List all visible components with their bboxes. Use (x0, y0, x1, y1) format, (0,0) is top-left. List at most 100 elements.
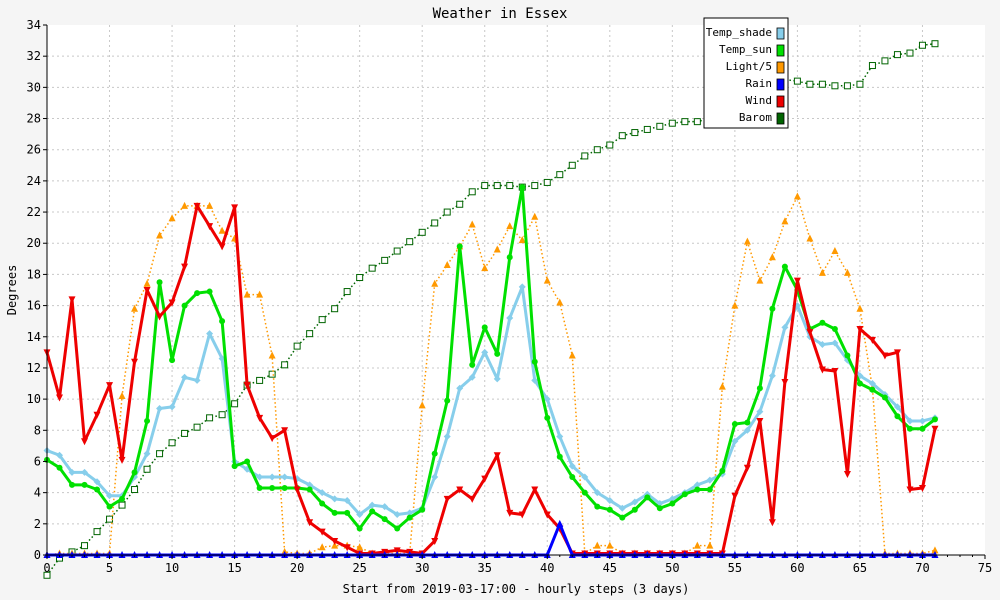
data-point-temp-sun (531, 358, 538, 365)
legend: Temp_shade Temp_sun Light/5 Rain Wind Barom (703, 17, 789, 129)
data-point-light-5 (181, 201, 189, 209)
y-tick-label: 4 (34, 486, 41, 500)
data-point-wind (281, 427, 289, 435)
data-point-temp-shade (443, 433, 451, 441)
data-point-barom (293, 342, 301, 350)
y-tick-label: 26 (27, 143, 41, 157)
x-tick-label: 50 (665, 561, 679, 575)
data-point-light-5 (431, 279, 439, 287)
data-point-barom (793, 77, 801, 85)
data-point-light-5 (843, 268, 851, 276)
data-point-temp-sun (369, 508, 376, 515)
data-point-light-5 (931, 546, 939, 554)
data-point-light-5 (793, 192, 801, 200)
data-point-light-5 (118, 392, 126, 399)
data-point-barom (218, 411, 226, 419)
data-point-barom (881, 57, 889, 65)
data-point-temp-shade (818, 341, 826, 349)
data-point-light-5 (556, 298, 564, 306)
data-point-wind (806, 329, 814, 337)
data-point-barom (693, 118, 701, 126)
data-point-barom (681, 118, 689, 126)
data-point-wind (743, 464, 751, 472)
data-point-barom (543, 178, 551, 186)
legend-swatch-temp-sun (776, 44, 785, 57)
data-point-light-5 (606, 541, 614, 549)
data-point-wind (543, 511, 551, 519)
data-point-temp-shade (68, 468, 76, 476)
data-point-temp-shade (306, 481, 314, 489)
data-point-wind (431, 537, 439, 545)
data-point-temp-shade (143, 450, 151, 458)
data-point-barom (556, 171, 564, 179)
data-point-wind (518, 511, 526, 519)
data-point-wind (881, 352, 889, 360)
data-point-barom (568, 161, 576, 169)
data-point-light-5 (781, 217, 789, 225)
data-point-barom (368, 264, 376, 272)
data-point-temp-shade (468, 373, 476, 381)
legend-swatch-wind (776, 95, 785, 108)
data-point-temp-sun (394, 525, 401, 532)
data-point-temp-sun (669, 500, 676, 507)
data-point-wind (443, 495, 451, 503)
data-point-light-5 (318, 543, 326, 551)
data-point-wind (268, 435, 276, 443)
data-point-wind (168, 299, 176, 307)
data-point-barom (618, 132, 626, 140)
data-point-temp-sun (119, 495, 126, 502)
data-point-wind (68, 296, 76, 304)
data-point-temp-shade (531, 376, 539, 384)
plot-area (47, 25, 985, 555)
data-point-temp-sun (444, 397, 451, 404)
data-point-temp-sun (569, 474, 576, 481)
data-point-temp-sun (231, 463, 238, 470)
data-point-barom (856, 80, 864, 88)
data-point-light-5 (531, 212, 539, 220)
data-point-temp-sun (544, 414, 551, 421)
data-point-temp-sun (319, 500, 326, 507)
data-point-wind (468, 495, 476, 503)
data-point-wind (343, 544, 351, 552)
data-point-barom (831, 82, 839, 90)
data-point-barom (206, 414, 214, 422)
data-point-light-5 (468, 220, 476, 228)
data-point-temp-sun (881, 394, 888, 401)
data-point-temp-shade (743, 426, 751, 434)
data-point-temp-sun (594, 503, 601, 510)
data-point-barom (906, 49, 914, 57)
data-point-wind (106, 382, 114, 390)
data-point-temp-shade (618, 504, 626, 512)
series-temp-sun (44, 184, 938, 532)
data-point-temp-shade (768, 372, 776, 380)
data-point-temp-sun (206, 288, 213, 295)
data-point-barom (306, 330, 314, 338)
x-tick-label: 55 (728, 561, 742, 575)
data-point-temp-shade (193, 376, 201, 384)
data-point-wind (393, 547, 401, 555)
y-tick-label: 22 (27, 205, 41, 219)
data-point-temp-sun (694, 486, 701, 493)
data-point-barom (631, 129, 639, 137)
legend-swatch-barom (776, 112, 785, 125)
data-point-temp-sun (156, 279, 163, 286)
data-point-light-5 (568, 351, 576, 359)
data-point-temp-sun (844, 352, 851, 359)
data-point-light-5 (218, 226, 226, 234)
data-point-light-5 (131, 304, 139, 312)
data-point-barom (168, 439, 176, 447)
data-point-temp-sun (706, 486, 713, 493)
legend-label-light-5: Light/5 (726, 60, 772, 73)
data-point-temp-shade (518, 283, 526, 291)
data-point-temp-sun (419, 506, 426, 513)
series-temp-shade (43, 283, 939, 518)
data-point-wind (93, 411, 101, 419)
data-point-light-5 (768, 253, 776, 261)
data-point-wind (81, 438, 89, 446)
legend-label-barom: Barom (739, 111, 772, 124)
data-point-temp-shade (431, 473, 439, 481)
data-point-barom (181, 429, 189, 437)
data-point-temp-sun (106, 503, 113, 510)
y-tick-label: 30 (27, 80, 41, 94)
x-tick-label: 0 (43, 561, 50, 575)
